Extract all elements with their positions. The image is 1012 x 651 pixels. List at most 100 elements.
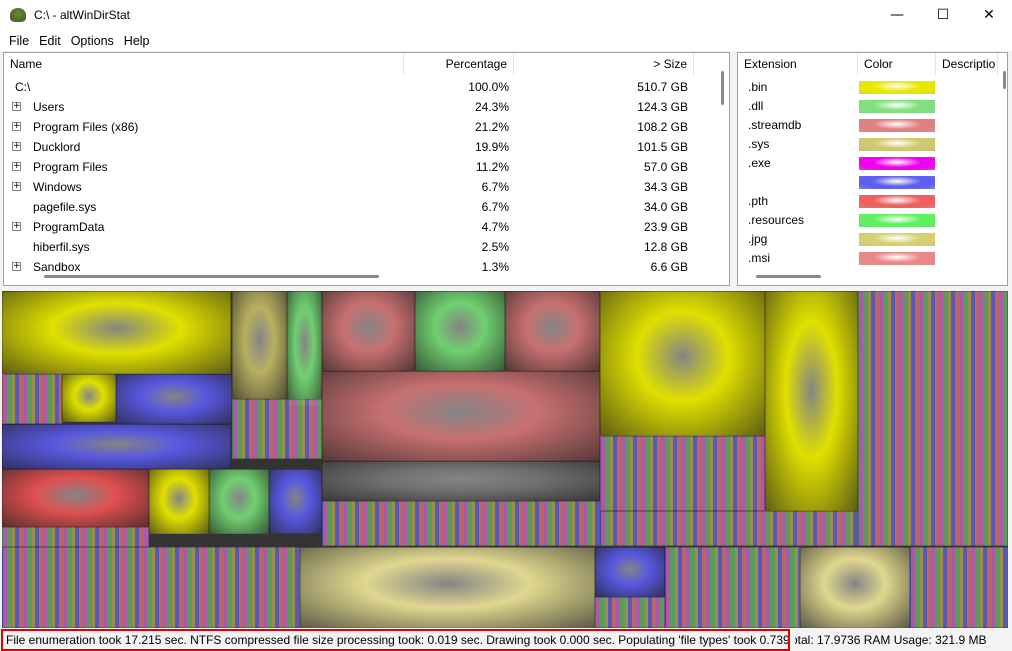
expand-icon[interactable]: + [12, 141, 21, 151]
treemap-block[interactable] [2, 374, 62, 424]
treemap-block[interactable] [600, 511, 858, 546]
extension-row[interactable]: .jpg [738, 229, 998, 249]
tree-row[interactable]: + ProgramData 4.7% 23.9 GB [4, 217, 719, 237]
extension-name: .msi [748, 251, 770, 265]
menu-file[interactable]: File [9, 33, 30, 48]
treemap-block[interactable] [269, 469, 322, 534]
treemap-block[interactable] [2, 547, 300, 628]
treemap-block[interactable] [2, 424, 231, 469]
column-header-color[interactable]: Color [858, 53, 936, 75]
treemap-block[interactable] [600, 291, 765, 436]
extension-row[interactable]: .exe [738, 153, 998, 173]
treemap-block[interactable] [209, 469, 269, 534]
tree-row[interactable]: + Ducklord 19.9% 101.5 GB [4, 137, 719, 157]
row-percentage: 6.7% [481, 180, 509, 194]
extension-row[interactable]: .bin [738, 77, 998, 97]
tree-row[interactable]: C:\ 100.0% 510.7 GB [4, 77, 719, 97]
status-bar: File enumeration took 17.215 sec. NTFS c… [0, 629, 1012, 651]
row-size: 57.0 GB [643, 160, 688, 174]
treemap-block[interactable] [232, 291, 287, 399]
treemap-block[interactable] [665, 547, 800, 628]
column-header-name[interactable]: Name [4, 53, 404, 75]
treemap-block[interactable] [2, 291, 231, 374]
row-name: hiberfil.sys [33, 240, 90, 254]
extension-row[interactable]: .sys [738, 134, 998, 154]
tree-row[interactable]: + Users 24.3% 124.3 GB [4, 97, 719, 117]
treemap-block[interactable] [287, 291, 322, 406]
vertical-scrollbar[interactable] [721, 71, 724, 105]
tree-row[interactable]: hiberfil.sys 2.5% 12.8 GB [4, 237, 719, 257]
treemap-block[interactable] [858, 291, 1008, 546]
maximize-button[interactable]: ☐ [936, 7, 950, 23]
tree-row[interactable]: + Sandbox 1.3% 6.6 GB [4, 257, 719, 277]
treemap-block[interactable] [765, 291, 858, 511]
minimize-button[interactable]: — [890, 7, 904, 23]
expand-icon[interactable]: + [12, 181, 21, 191]
horizontal-scrollbar[interactable] [44, 275, 379, 278]
expand-icon[interactable]: + [12, 261, 21, 271]
treemap[interactable] [2, 291, 1008, 628]
treemap-block[interactable] [800, 547, 910, 628]
directory-tree[interactable]: Name Percentage > Size C:\ 100.0% 510.7 GB… [3, 52, 730, 286]
extension-row[interactable]: .pth [738, 191, 998, 211]
treemap-block[interactable] [595, 597, 665, 628]
treemap-block[interactable] [910, 547, 1008, 628]
row-size: 23.9 GB [643, 220, 688, 234]
tree-row[interactable]: + Program Files 11.2% 57.0 GB [4, 157, 719, 177]
column-header-size[interactable]: > Size [514, 53, 694, 75]
menu-edit[interactable]: Edit [39, 33, 61, 48]
extension-row[interactable]: .streamdb [738, 115, 998, 135]
extension-row[interactable]: .dll [738, 96, 998, 116]
treemap-block[interactable] [600, 436, 765, 511]
row-name: Program Files (x86) [33, 120, 139, 134]
extension-list[interactable]: Extension Color Descriptio .bin .dll .st… [737, 52, 1008, 286]
treemap-block[interactable] [322, 461, 600, 501]
expand-icon[interactable]: + [12, 121, 21, 131]
column-header-percentage[interactable]: Percentage [404, 53, 514, 75]
menu-options[interactable]: Options [70, 33, 114, 48]
row-percentage: 100.0% [468, 80, 509, 94]
treemap-block[interactable] [595, 547, 665, 597]
treemap-block[interactable] [322, 371, 600, 461]
row-name: Users [33, 100, 65, 114]
close-button[interactable]: ✕ [983, 7, 995, 23]
row-size: 6.6 GB [650, 260, 688, 274]
menu-help[interactable]: Help [123, 33, 150, 48]
treemap-block[interactable] [62, 374, 116, 422]
color-swatch [859, 81, 935, 94]
treemap-block[interactable] [415, 291, 505, 371]
row-size: 510.7 GB [637, 80, 688, 94]
extension-row[interactable] [738, 172, 998, 192]
treemap-block[interactable] [2, 527, 149, 547]
row-percentage: 21.2% [474, 120, 509, 134]
treemap-block[interactable] [149, 469, 209, 534]
extension-name: .exe [748, 156, 771, 170]
extension-row[interactable]: .resources [738, 210, 998, 230]
color-swatch [859, 119, 935, 132]
expand-icon[interactable]: + [12, 101, 21, 111]
row-size: 124.3 GB [637, 100, 688, 114]
row-name: C:\ [15, 80, 31, 94]
color-swatch [859, 176, 935, 189]
treemap-block[interactable] [300, 547, 595, 628]
tree-row[interactable]: + Program Files (x86) 21.2% 108.2 GB [4, 117, 719, 137]
extension-name: .sys [748, 137, 770, 151]
extension-name: .jpg [748, 232, 768, 246]
tree-row[interactable]: + Windows 6.7% 34.3 GB [4, 177, 719, 197]
expand-icon[interactable]: + [12, 161, 21, 171]
column-header-description[interactable]: Descriptio [936, 53, 998, 75]
row-size: 12.8 GB [643, 240, 688, 254]
treemap-block[interactable] [116, 374, 232, 424]
vertical-scrollbar[interactable] [1003, 71, 1006, 89]
extension-row[interactable]: .msi [738, 248, 998, 268]
treemap-block[interactable] [232, 399, 322, 459]
horizontal-scrollbar[interactable] [756, 275, 821, 278]
treemap-block[interactable] [2, 469, 149, 527]
extension-name: .pth [748, 194, 769, 208]
expand-icon[interactable]: + [12, 221, 21, 231]
tree-row[interactable]: pagefile.sys 6.7% 34.0 GB [4, 197, 719, 217]
column-header-extension[interactable]: Extension [738, 53, 858, 75]
treemap-block[interactable] [322, 291, 415, 371]
treemap-block[interactable] [505, 291, 600, 371]
treemap-block[interactable] [322, 501, 600, 546]
